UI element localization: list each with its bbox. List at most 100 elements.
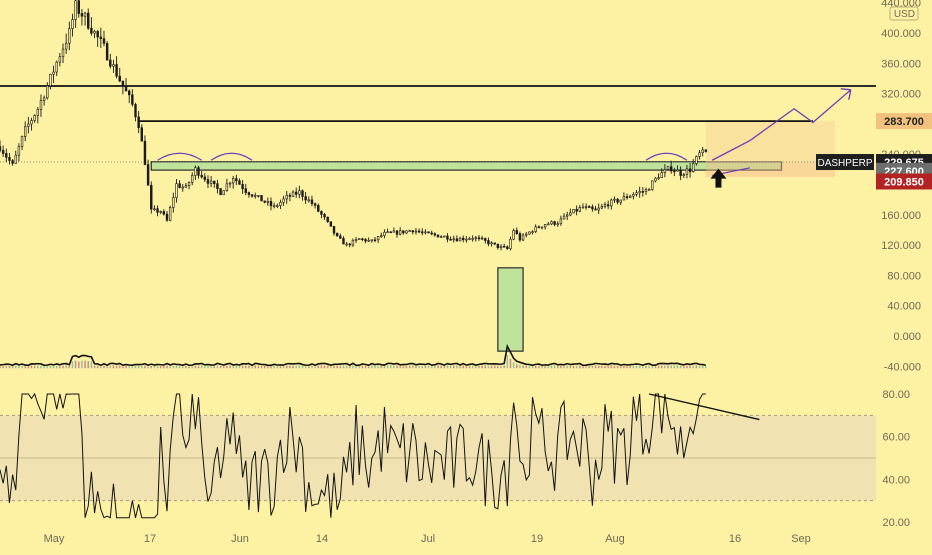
candle-body	[625, 196, 629, 199]
time-tick-label: 16	[729, 533, 741, 545]
candle-body	[191, 175, 194, 183]
candle-body	[704, 149, 708, 152]
candle-body	[408, 230, 411, 232]
candle-body	[610, 199, 613, 207]
candle-body	[455, 238, 459, 242]
oscillator-trendline	[648, 393, 760, 421]
candle-body	[298, 190, 301, 195]
candle-body	[669, 166, 673, 172]
oscillator-tick-label: 80.00	[882, 389, 910, 401]
candle-body	[42, 97, 46, 101]
candle-body	[547, 223, 550, 226]
candle-body	[115, 64, 118, 77]
candle-body	[480, 237, 484, 240]
time-tick-label: 14	[316, 533, 328, 545]
candle-body	[528, 231, 531, 235]
price-tick-label: 360.000	[881, 58, 921, 70]
candle-body	[380, 235, 383, 237]
candle-body	[345, 243, 348, 246]
candle-body	[36, 109, 40, 116]
candle-series	[0, 0, 708, 251]
candle-body	[651, 180, 654, 190]
time-tick-label: 17	[144, 533, 156, 545]
candle-body	[550, 221, 553, 225]
candle-body	[257, 195, 260, 197]
candle-body	[279, 202, 282, 206]
volume-spike-box	[497, 267, 524, 352]
candle-body	[606, 204, 610, 207]
time-tick-label: Sep	[791, 533, 811, 545]
candle-body	[150, 184, 153, 210]
time-tick-label: Aug	[605, 533, 625, 545]
candle-body	[411, 230, 414, 233]
candle-body	[619, 199, 622, 203]
oscillator-axis[interactable]: 80.00 60.00 40.00 20.00	[882, 389, 910, 529]
price-badge-upper: 283.700	[884, 116, 924, 128]
price-tick-label: 120.000	[881, 240, 921, 252]
candle-body	[140, 127, 143, 142]
candle-body	[562, 215, 566, 220]
price-tick-label: 160.000	[881, 210, 921, 222]
candle-body	[90, 27, 93, 34]
candle-body	[118, 75, 121, 82]
candle-body	[80, 13, 84, 17]
candle-body	[632, 194, 635, 197]
candle-body	[74, 0, 77, 20]
candle-body	[260, 195, 263, 202]
candle-body	[175, 183, 178, 198]
candle-body	[228, 182, 232, 185]
up-arrow-icon	[710, 168, 727, 188]
candle-body	[121, 80, 125, 87]
candle-body	[307, 199, 311, 202]
candle-body	[465, 238, 468, 241]
candle-body	[525, 233, 528, 236]
candle-body	[701, 149, 704, 154]
stop-zone-box	[705, 162, 836, 178]
candle-body	[27, 123, 30, 127]
candle-body	[269, 201, 273, 207]
candle-body	[487, 240, 490, 245]
candle-body	[698, 152, 701, 157]
candle-body	[61, 48, 65, 57]
candle-body	[449, 238, 452, 241]
candle-body	[219, 188, 222, 196]
candle-body	[644, 189, 648, 192]
volume-panel	[0, 267, 707, 369]
candle-body	[613, 198, 616, 201]
price-tick-label: 400.000	[881, 28, 921, 40]
candle-body	[512, 230, 515, 240]
candle-body	[688, 168, 692, 172]
candle-body	[93, 31, 96, 34]
candle-body	[304, 196, 307, 201]
currency-box[interactable]	[889, 6, 919, 21]
projection-arrowhead	[840, 88, 852, 100]
candle-body	[184, 185, 188, 188]
candle-body	[105, 43, 109, 61]
support-zone	[0, 121, 876, 178]
candle-body	[282, 198, 285, 203]
candle-body	[654, 177, 657, 182]
time-tick-label: May	[44, 533, 65, 545]
time-axis[interactable]: May 17 Jun 14 Jul 19 Aug 16 Sep	[44, 533, 811, 545]
candle-body	[414, 230, 418, 233]
candle-body	[367, 239, 370, 242]
candle-body	[361, 238, 364, 240]
candle-body	[222, 190, 225, 196]
candle-body	[474, 237, 478, 240]
target-zone-box	[705, 121, 836, 163]
candle-body	[30, 120, 33, 125]
candle-body	[310, 199, 314, 205]
candle-body	[477, 237, 481, 240]
candle-body	[181, 186, 184, 189]
candle-body	[364, 238, 367, 242]
candle-body	[317, 205, 320, 212]
candle-body	[581, 206, 585, 209]
candle-body	[194, 167, 197, 176]
candle-body	[348, 243, 351, 246]
candle-body	[329, 221, 333, 227]
candle-body	[398, 230, 402, 235]
candle-body	[506, 246, 509, 249]
candle-body	[14, 154, 17, 164]
